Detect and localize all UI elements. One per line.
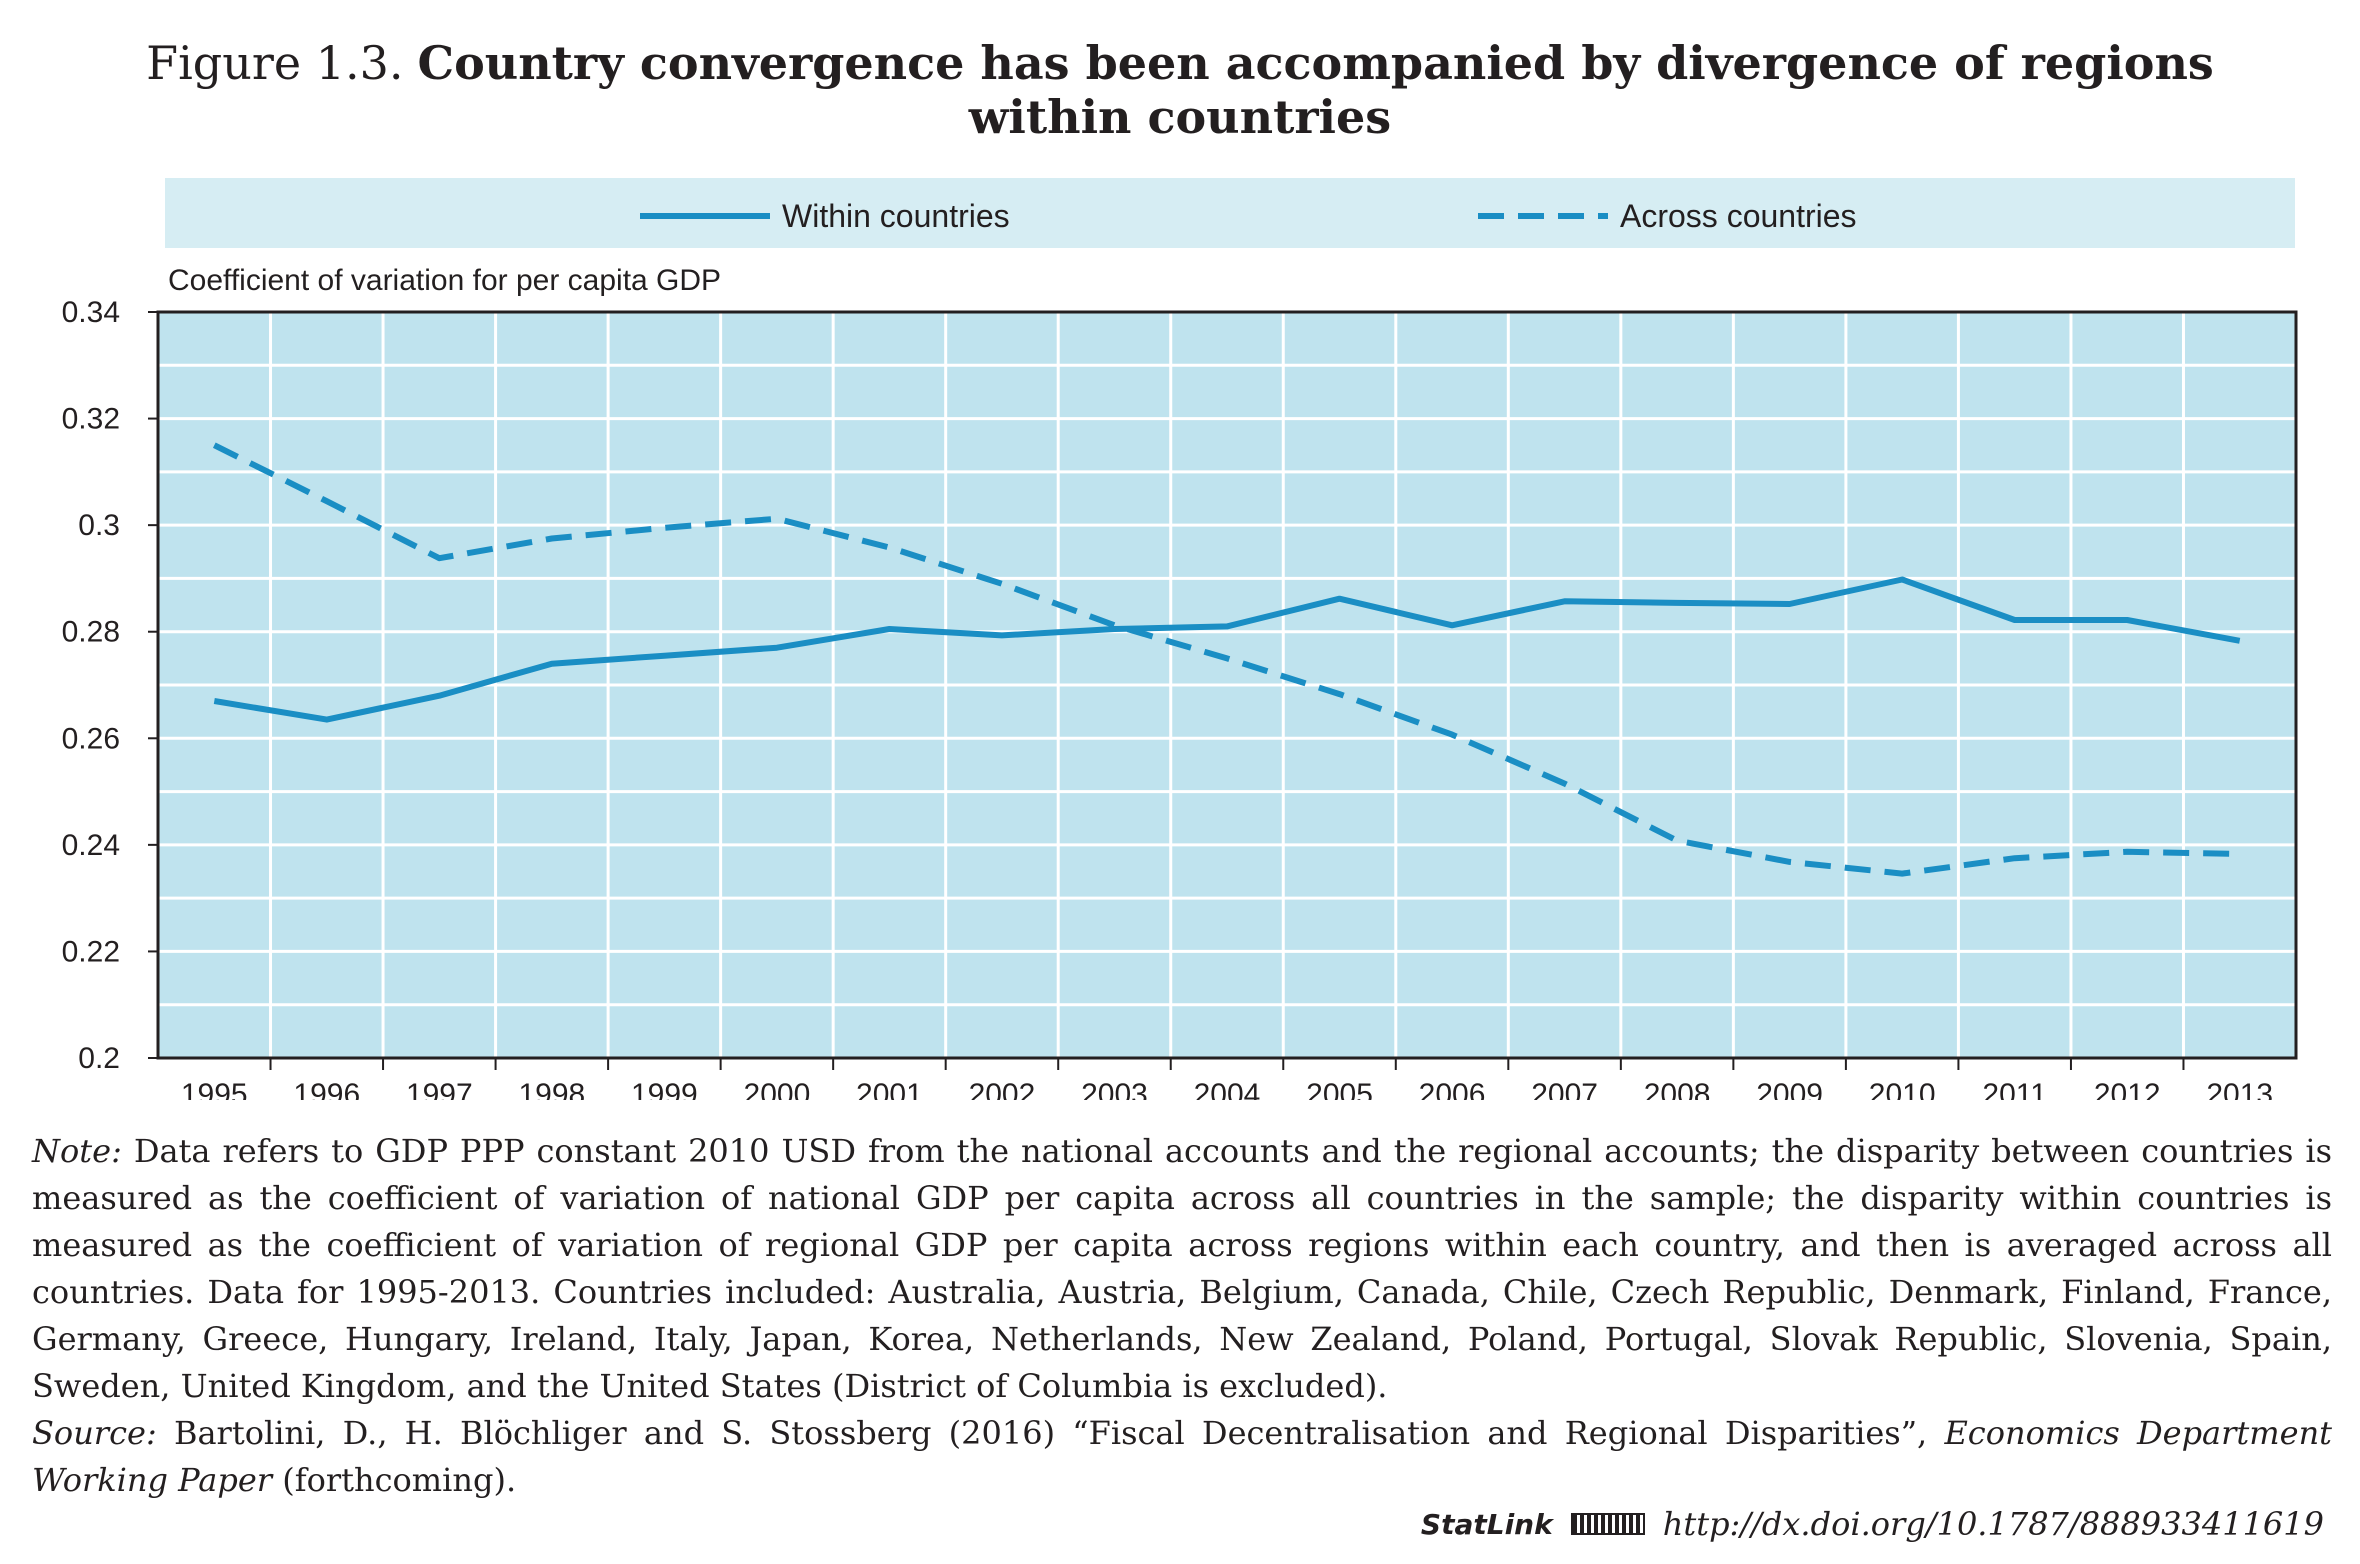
title-line-2: within countries	[968, 90, 1392, 144]
x-tick-label: 1998	[518, 1078, 585, 1100]
x-tick-label: 2010	[1869, 1078, 1936, 1100]
series-layer	[212, 442, 2241, 877]
legend-band	[165, 178, 2295, 248]
y-tick-label: 0.22	[62, 935, 120, 968]
figure-title-text: Country convergence has been accompanied…	[417, 36, 2214, 90]
x-tick-label: 2011	[1982, 1078, 2047, 1100]
x-tick-label: 2012	[2094, 1078, 2161, 1100]
x-tick-label: 2005	[1306, 1078, 1373, 1100]
x-tick-label: 2006	[1419, 1078, 1486, 1100]
source-tail: (forthcoming).	[282, 1461, 517, 1499]
x-tick-label: 2004	[1194, 1078, 1261, 1100]
x-tick-label: 2009	[1756, 1078, 1823, 1100]
legend-label: Across countries	[1620, 198, 1857, 234]
series-line-across-countries	[212, 442, 2240, 877]
x-tick-label: 2007	[1531, 1078, 1598, 1100]
x-tick-label: 1999	[631, 1078, 698, 1100]
line-chart: Within countries Across countries Coeffic…	[62, 178, 2298, 1100]
y-tick-label: 0.28	[62, 616, 120, 649]
y-axis: 0.2 0.22 0.24 0.26 0.28 0.3 0.32 0.34	[62, 296, 158, 1075]
title-line-1: Figure 1.3. Country convergence has been …	[0, 36, 2360, 90]
figure-notes: Note: Data refers to GDP PPP constant 20…	[32, 1128, 2332, 1504]
x-tick-label: 2000	[744, 1078, 811, 1100]
source-text: Bartolini, D., H. Blöchliger and S. Stos…	[173, 1414, 1928, 1452]
plot-frame	[156, 310, 2298, 1060]
x-tick-label: 2013	[2206, 1078, 2273, 1100]
y-tick-label: 0.2	[78, 1042, 120, 1075]
grid-lines	[158, 312, 2296, 1058]
source-paragraph: Source: Bartolini, D., H. Blöchliger and…	[32, 1410, 2332, 1504]
x-tick-label: 2001	[856, 1078, 923, 1100]
y-tick-label: 0.24	[62, 829, 120, 862]
note-paragraph: Note: Data refers to GDP PPP constant 20…	[32, 1128, 2332, 1410]
x-tick-label: 1995	[181, 1078, 248, 1100]
note-label: Note:	[32, 1132, 122, 1170]
x-tick-label: 2002	[969, 1078, 1036, 1100]
x-tick-label: 2003	[1081, 1078, 1148, 1100]
y-tick-label: 0.32	[62, 403, 120, 436]
x-tick-label: 2008	[1644, 1078, 1711, 1100]
figure-label: Figure 1.3.	[146, 36, 404, 90]
figure-title: Figure 1.3. Country convergence has been …	[0, 36, 2360, 144]
statlink: StatLink http://dx.doi.org/10.1787/88893…	[1421, 1505, 2324, 1543]
y-tick-label: 0.3	[78, 509, 120, 542]
x-axis: 1995 1996 1997 1998 1999 2000 2001 2002 2003 2004…	[181, 1058, 2273, 1100]
x-tick-label: 1996	[293, 1078, 360, 1100]
source-label: Source:	[32, 1414, 157, 1452]
statlink-url-link[interactable]: http://dx.doi.org/10.1787/888933411619	[1662, 1505, 2324, 1543]
x-tick-label: 1997	[406, 1078, 473, 1100]
y-tick-label: 0.34	[62, 296, 120, 329]
statlink-logo-icon	[1570, 1513, 1645, 1535]
series-line-within-countries	[213, 576, 2241, 723]
y-axis-title: Coefficient of variation for per capita …	[168, 264, 721, 297]
note-text: Data refers to GDP PPP constant 2010 USD…	[32, 1132, 2333, 1405]
chart-legend: Within countries Across countries	[640, 198, 1857, 234]
y-tick-label: 0.26	[62, 722, 120, 755]
source-publication: Economics Department Working Paper	[32, 1414, 2333, 1499]
statlink-label: StatLink	[1420, 1507, 1553, 1541]
legend-label: Within countries	[782, 198, 1010, 234]
